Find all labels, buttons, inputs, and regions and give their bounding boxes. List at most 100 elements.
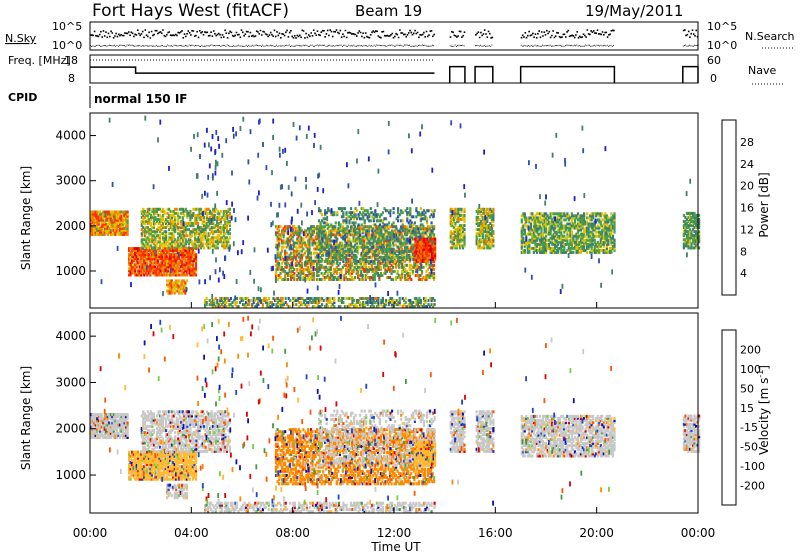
- data-cell: [528, 250, 531, 254]
- data-cell: [584, 222, 587, 226]
- data-cell: [551, 248, 554, 252]
- data-cell: [360, 278, 363, 281]
- data-cell: [199, 218, 203, 221]
- data-cell: [431, 263, 434, 267]
- data-cell: [148, 211, 151, 215]
- data-cell: [175, 285, 178, 289]
- data-cell: [325, 276, 328, 279]
- data-cell: [598, 220, 601, 224]
- data-cell: [322, 225, 325, 229]
- data-cell: [316, 265, 319, 269]
- data-cell: [189, 238, 192, 242]
- data-cell: [429, 245, 432, 249]
- data-cell: [321, 257, 324, 261]
- data-cell: [598, 234, 601, 238]
- data-cell: [384, 225, 387, 229]
- data-cell: [566, 212, 569, 216]
- data-cell: [131, 249, 134, 253]
- data-cell: [117, 228, 120, 232]
- data-cell: [328, 209, 331, 213]
- data-cell: [554, 242, 557, 246]
- data-cell: [186, 211, 189, 215]
- data-cell: [369, 211, 372, 215]
- data-cell: [121, 224, 125, 228]
- data-cell: [423, 251, 426, 255]
- data-cell: [323, 276, 326, 279]
- data-cell: [460, 234, 463, 238]
- data-cell: [599, 234, 602, 238]
- data-cell: [146, 230, 149, 234]
- data-cell: [128, 273, 131, 277]
- data-cell: [581, 238, 584, 242]
- data-cell: [215, 215, 218, 219]
- data-cell: [581, 226, 584, 230]
- data-cell: [290, 278, 293, 281]
- data-cell: [375, 271, 378, 275]
- data-cell: [538, 244, 542, 248]
- data-cell: [337, 207, 340, 211]
- data-cell: [328, 247, 331, 251]
- data-cell: [554, 250, 557, 254]
- data-cell: [357, 223, 360, 227]
- data-cell: [366, 231, 369, 235]
- data-cell: [604, 224, 607, 228]
- data-cell: [404, 243, 407, 247]
- data-cell: [294, 227, 297, 231]
- data-cell: [408, 263, 411, 267]
- data-cell: [458, 218, 462, 221]
- data-cell: [483, 238, 486, 242]
- data-cell: [415, 241, 418, 245]
- data-cell: [109, 222, 112, 226]
- data-cell: [157, 213, 160, 217]
- data-cell: [605, 250, 608, 254]
- data-cell: [419, 219, 422, 223]
- data-cell: [432, 255, 435, 259]
- data-cell: [305, 261, 308, 265]
- data-cell: [595, 244, 598, 248]
- data-cell: [387, 211, 391, 215]
- data-cell: [548, 232, 551, 236]
- data-cell: [478, 228, 481, 232]
- data-cell: [96, 216, 99, 220]
- data-cell: [359, 211, 362, 215]
- data-cell: [106, 224, 109, 228]
- data-cell: [306, 276, 310, 279]
- data-cell: [573, 218, 577, 222]
- data-cell: [178, 263, 181, 267]
- data-cell: [135, 257, 138, 261]
- data-cell: [111, 222, 114, 226]
- data-cell: [173, 261, 176, 265]
- data-cell: [146, 269, 149, 273]
- data-cell: [342, 211, 345, 215]
- data-cell: [426, 249, 429, 253]
- data-cell: [146, 257, 149, 261]
- data-cell: [163, 259, 166, 263]
- data-cell: [284, 241, 287, 245]
- data-cell: [463, 228, 466, 232]
- data-cell: [172, 253, 175, 257]
- data-cell: [184, 230, 187, 234]
- data-cell: [151, 209, 154, 213]
- data-cell: [279, 276, 282, 279]
- data-cell: [303, 243, 306, 247]
- data-cell: [311, 237, 314, 241]
- data-cell: [189, 230, 192, 234]
- data-cell: [158, 230, 162, 234]
- data-cell: [192, 222, 195, 225]
- data-cell: [328, 255, 331, 259]
- data-cell: [370, 255, 373, 259]
- data-cell: [543, 246, 546, 250]
- data-cell: [417, 276, 420, 279]
- data-cell: [360, 245, 363, 249]
- data-cell: [522, 238, 525, 242]
- data-cell: [299, 259, 302, 263]
- data-cell: [148, 240, 151, 244]
- data-cell: [387, 255, 391, 259]
- data-cell: [169, 213, 172, 217]
- data-cell: [206, 238, 209, 242]
- data-cell: [380, 245, 383, 249]
- data-cell: [349, 229, 353, 233]
- data-cell: [569, 234, 572, 238]
- data-cell: [108, 222, 111, 226]
- data-cell: [522, 248, 525, 252]
